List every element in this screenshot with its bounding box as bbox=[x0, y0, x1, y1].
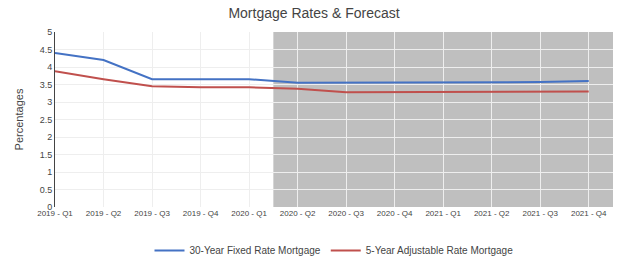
svg-text:Mortgage Rates & Forecast: Mortgage Rates & Forecast bbox=[228, 5, 399, 21]
svg-text:0.5: 0.5 bbox=[40, 185, 53, 195]
svg-text:2020 - Q2: 2020 - Q2 bbox=[280, 209, 316, 218]
svg-text:4: 4 bbox=[47, 62, 52, 72]
svg-text:Percentages: Percentages bbox=[13, 88, 25, 150]
svg-text:2019 - Q3: 2019 - Q3 bbox=[134, 209, 170, 218]
svg-text:1: 1 bbox=[47, 167, 52, 177]
svg-text:2019 - Q2: 2019 - Q2 bbox=[86, 209, 122, 218]
svg-text:2020 - Q4: 2020 - Q4 bbox=[377, 209, 413, 218]
svg-text:2021 - Q2: 2021 - Q2 bbox=[474, 209, 510, 218]
svg-text:2021 - Q4: 2021 - Q4 bbox=[571, 209, 607, 218]
svg-text:2020 - Q3: 2020 - Q3 bbox=[328, 209, 364, 218]
svg-text:2019 - Q4: 2019 - Q4 bbox=[183, 209, 219, 218]
svg-text:30-Year Fixed Rate Mortgage: 30-Year Fixed Rate Mortgage bbox=[190, 245, 321, 256]
svg-text:0: 0 bbox=[47, 202, 52, 212]
svg-text:2021 - Q1: 2021 - Q1 bbox=[425, 209, 461, 218]
svg-text:5: 5 bbox=[47, 27, 52, 37]
svg-text:2: 2 bbox=[47, 132, 52, 142]
svg-text:1.5: 1.5 bbox=[40, 150, 53, 160]
svg-text:3.5: 3.5 bbox=[40, 80, 53, 90]
svg-text:3: 3 bbox=[47, 97, 52, 107]
svg-text:2020 - Q1: 2020 - Q1 bbox=[231, 209, 267, 218]
svg-text:4.5: 4.5 bbox=[40, 45, 53, 55]
svg-text:2.5: 2.5 bbox=[40, 115, 53, 125]
svg-text:2021 - Q3: 2021 - Q3 bbox=[522, 209, 558, 218]
svg-text:2019 - Q1: 2019 - Q1 bbox=[37, 209, 73, 218]
svg-text:5-Year Adjustable Rate Mortgag: 5-Year Adjustable Rate Mortgage bbox=[366, 245, 513, 256]
